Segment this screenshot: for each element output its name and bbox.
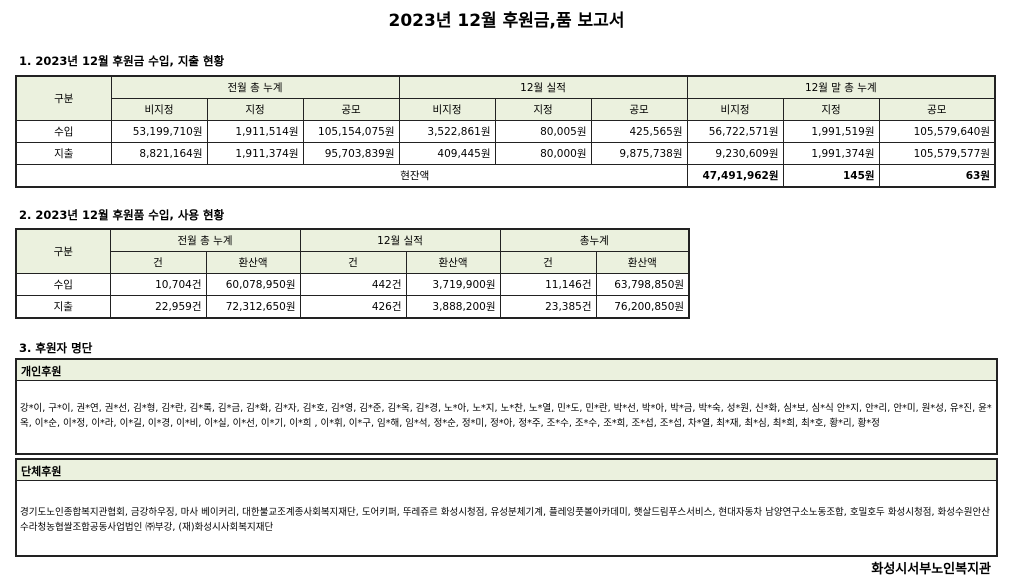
cell: 95,703,839원 <box>302 142 400 165</box>
cell: 53,199,710원 <box>110 120 208 143</box>
group-donors-box: 단체후원 경기도노인종합복지관협회, 금강하우징, 마사 베이커리, 대한불교조… <box>15 458 998 557</box>
subhead: 공모 <box>878 98 996 121</box>
individual-donors-box: 개인후원 강*이, 구*이, 권*연, 권*선, 김*형, 김*란, 김*록, … <box>15 358 998 455</box>
section3-heading: 3. 후원자 명단 <box>19 341 93 355</box>
balance-value: 145원 <box>782 164 880 188</box>
subhead: 건 <box>299 251 407 274</box>
cell: 442건 <box>299 273 407 296</box>
subhead: 환산액 <box>405 251 501 274</box>
subhead: 지정 <box>206 98 304 121</box>
col-gubun: 구분 <box>15 228 111 274</box>
donation-goods-table: 구분 전월 총 누계 12월 실적 총누계 건 환산액 건 환산액 건 환산액 … <box>15 228 691 319</box>
cell: 76,200,850원 <box>595 295 690 319</box>
cell: 11,146건 <box>499 273 597 296</box>
cell: 8,821,164원 <box>110 142 208 165</box>
cell: 1,911,374원 <box>206 142 304 165</box>
group-month: 12월 실적 <box>299 228 501 252</box>
group-donors-label: 단체후원 <box>17 460 996 481</box>
group-donors-list: 경기도노인종합복지관협회, 금강하우징, 마사 베이커리, 대한불교조계종사회복… <box>20 507 990 533</box>
cell: 9,875,738원 <box>590 142 688 165</box>
individual-donors-list: 강*이, 구*이, 권*연, 권*선, 김*형, 김*란, 김*록, 김*금, … <box>20 403 992 429</box>
cell: 426건 <box>299 295 407 319</box>
section2-heading: 2. 2023년 12월 후원품 수입, 사용 현황 <box>19 208 225 222</box>
cell: 56,722,571원 <box>686 120 784 143</box>
cell: 23,385건 <box>499 295 597 319</box>
subhead: 건 <box>499 251 597 274</box>
balance-value: 47,491,962원 <box>686 164 784 188</box>
subhead: 비지정 <box>398 98 496 121</box>
col-gubun: 구분 <box>15 75 112 121</box>
subhead: 비지정 <box>110 98 208 121</box>
cell: 1,911,514원 <box>206 120 304 143</box>
cell: 1,991,519원 <box>782 120 880 143</box>
table-row: 수입 53,199,710원 1,911,514원 105,154,075원 3… <box>15 120 996 143</box>
subhead: 공모 <box>590 98 688 121</box>
subhead: 건 <box>109 251 207 274</box>
cell: 80,000원 <box>494 142 592 165</box>
row-label: 수입 <box>15 273 111 296</box>
individual-donors-label: 개인후원 <box>17 360 996 381</box>
cell: 409,445원 <box>398 142 496 165</box>
balance-row: 현잔액 47,491,962원 145원 63원 <box>15 164 996 188</box>
donation-money-table: 구분 전월 총 누계 12월 실적 12월 말 총 누계 비지정 지정 공모 비… <box>15 75 997 188</box>
cell: 60,078,950원 <box>205 273 301 296</box>
cell: 63,798,850원 <box>595 273 690 296</box>
cell: 425,565원 <box>590 120 688 143</box>
row-label: 지출 <box>15 295 111 319</box>
subhead: 비지정 <box>686 98 784 121</box>
cell: 72,312,650원 <box>205 295 301 319</box>
row-label: 지출 <box>15 142 112 165</box>
cell: 3,522,861원 <box>398 120 496 143</box>
subhead: 환산액 <box>205 251 301 274</box>
subhead: 공모 <box>302 98 400 121</box>
cell: 1,991,374원 <box>782 142 880 165</box>
cell: 3,888,200원 <box>405 295 501 319</box>
cell: 80,005원 <box>494 120 592 143</box>
cell: 3,719,900원 <box>405 273 501 296</box>
balance-value: 63원 <box>878 164 996 188</box>
group-month: 12월 실적 <box>398 75 688 99</box>
cell: 105,154,075원 <box>302 120 400 143</box>
table-row: 지출 8,821,164원 1,911,374원 95,703,839원 409… <box>15 142 996 165</box>
group-prev-total: 전월 총 누계 <box>109 228 301 252</box>
organization-name: 화성시서부노인복지관 <box>871 562 991 577</box>
table-row: 수입 10,704건 60,078,950원 442건 3,719,900원 1… <box>15 273 690 296</box>
section1-heading: 1. 2023년 12월 후원금 수입, 지출 현황 <box>19 54 225 68</box>
row-label: 수입 <box>15 120 112 143</box>
group-prev-total: 전월 총 누계 <box>110 75 400 99</box>
group-end-total: 12월 말 총 누계 <box>686 75 996 99</box>
subhead: 지정 <box>782 98 880 121</box>
cell: 10,704건 <box>109 273 207 296</box>
cell: 105,579,577원 <box>878 142 996 165</box>
cell: 9,230,609원 <box>686 142 784 165</box>
cell: 105,579,640원 <box>878 120 996 143</box>
balance-label: 현잔액 <box>15 164 688 188</box>
report-title: 2023년 12월 후원금,품 보고서 <box>388 11 625 31</box>
group-total: 총누계 <box>499 228 690 252</box>
subhead: 지정 <box>494 98 592 121</box>
cell: 22,959건 <box>109 295 207 319</box>
table-row: 지출 22,959건 72,312,650원 426건 3,888,200원 2… <box>15 295 690 319</box>
subhead: 환산액 <box>595 251 690 274</box>
